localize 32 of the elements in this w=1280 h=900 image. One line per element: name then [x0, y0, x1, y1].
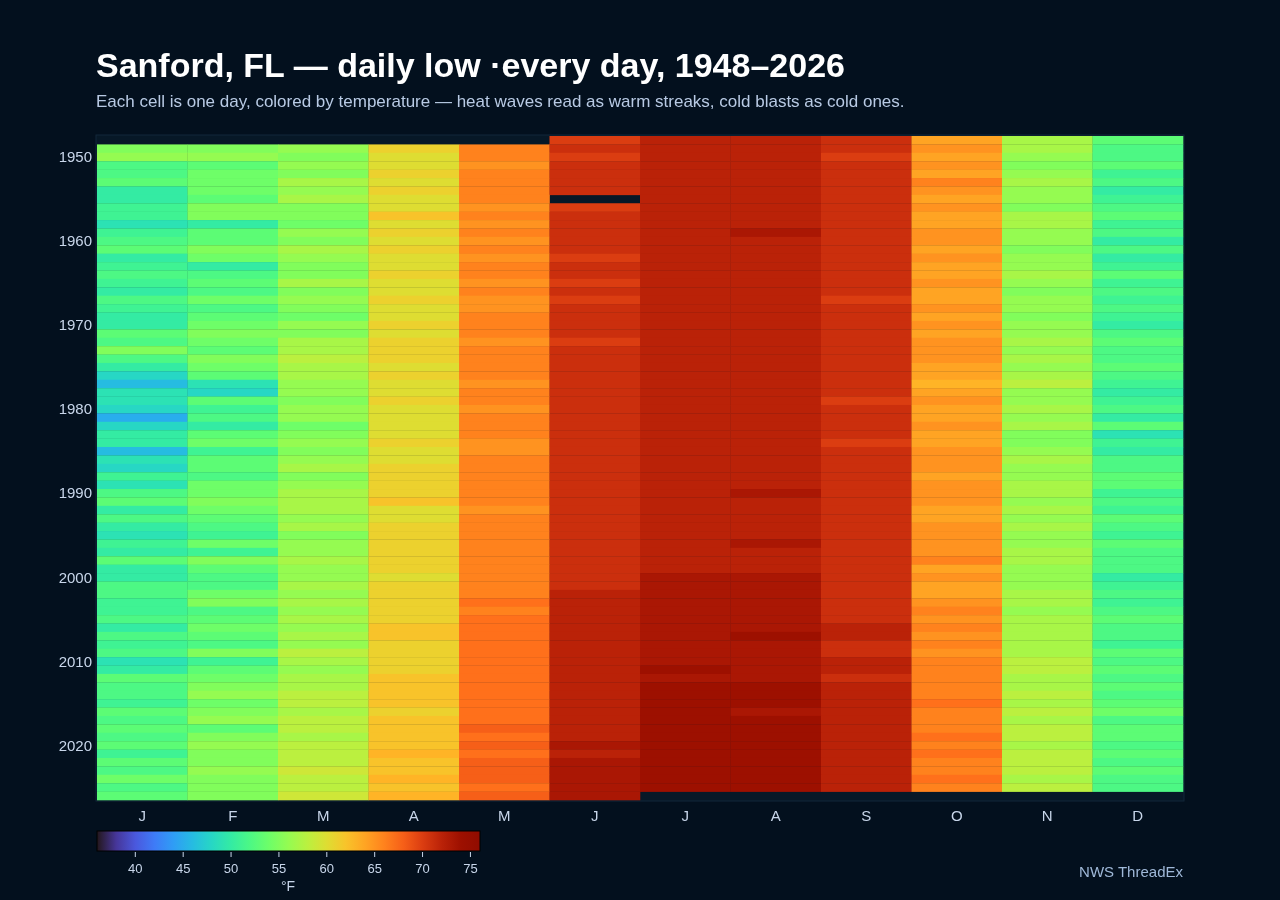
- x-tick-label: F: [228, 807, 238, 824]
- x-tick-label: D: [1132, 807, 1144, 824]
- color-bar-label: 45: [175, 861, 191, 876]
- x-tick-label: S: [861, 807, 872, 824]
- y-tick-label: 2010: [58, 652, 92, 670]
- color-bar-label: 75: [463, 861, 478, 876]
- y-tick-label: 1960: [58, 232, 92, 250]
- x-tick-label: J: [681, 807, 689, 824]
- color-bar-label: 50: [223, 861, 239, 876]
- chart-subtitle: Each cell is one day, colored by temperature — heat waves read as warm streaks, cold blasts as cold ones.: [96, 92, 905, 111]
- y-tick-label: 1990: [58, 484, 92, 502]
- y-tick-label: 2000: [58, 568, 92, 586]
- y-tick-label: 2020: [58, 736, 92, 754]
- color-bar-label: 70: [415, 861, 430, 876]
- x-tick-label: J: [138, 807, 146, 824]
- x-tick-label: M: [498, 807, 511, 824]
- color-bar-label: 65: [367, 861, 382, 876]
- color-bar-title: °F: [280, 878, 296, 894]
- x-tick-label: A: [770, 807, 781, 824]
- color-bar-label: 55: [271, 861, 287, 876]
- y-tick-label: 1980: [58, 400, 92, 418]
- x-tick-label: O: [950, 807, 963, 824]
- chart-title: Sanford, FL — daily low ·every day, 1948–2026: [96, 46, 845, 84]
- x-tick-label: J: [591, 807, 599, 824]
- y-tick-label: 1950: [58, 148, 92, 166]
- color-bar-label: 40: [128, 861, 143, 876]
- x-tick-label: M: [317, 807, 330, 824]
- text: NWS ThreadEx: [1079, 863, 1184, 880]
- y-tick-label: 1970: [58, 316, 92, 334]
- x-tick-label: N: [1041, 807, 1053, 824]
- x-tick-label: A: [408, 807, 419, 824]
- color-bar-label: 60: [319, 861, 335, 876]
